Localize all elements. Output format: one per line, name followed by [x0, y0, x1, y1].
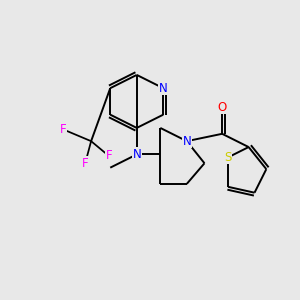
Text: F: F: [82, 157, 88, 170]
Text: F: F: [60, 123, 67, 136]
Text: O: O: [218, 101, 227, 114]
Text: N: N: [132, 148, 141, 161]
Text: F: F: [106, 149, 112, 162]
Text: N: N: [182, 135, 191, 148]
Text: N: N: [159, 82, 168, 95]
Text: S: S: [224, 151, 232, 164]
